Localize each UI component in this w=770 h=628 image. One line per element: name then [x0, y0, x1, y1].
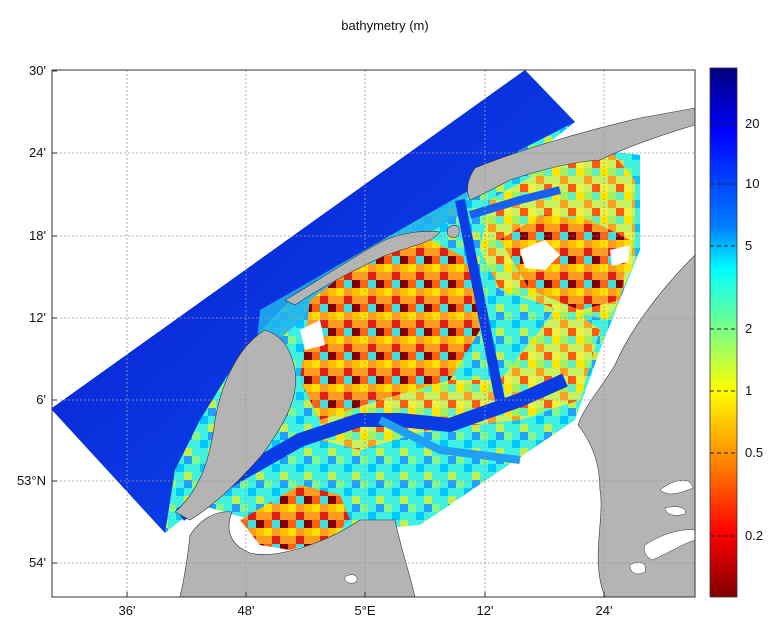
colorbar: [709, 67, 738, 598]
y-tick-label: 54': [29, 555, 46, 570]
y-tick-label: 12': [29, 310, 46, 325]
x-tick-label: 24': [595, 603, 613, 618]
vlie-channel: [455, 199, 505, 401]
land-texel: [174, 329, 297, 521]
colorbar-tick-label: 2: [745, 321, 753, 336]
land-terschelling: [467, 107, 695, 201]
y-tick-label: 6': [36, 392, 46, 407]
x-tick-label: 48': [237, 603, 255, 618]
colorbar-tick-label: 0.2: [745, 528, 764, 543]
land-friesland: [577, 254, 695, 597]
y-tick-label: 53°N: [16, 473, 46, 488]
x-tick-label: 5°E: [354, 603, 376, 618]
north-sea-deep-band: [52, 70, 575, 533]
gridlines: [52, 70, 695, 597]
land-vlieland: [284, 230, 441, 306]
x-tick-label: 12': [476, 603, 494, 618]
colorbar-tick-label: 0.5: [745, 445, 764, 460]
western-flats: [300, 240, 480, 420]
y-tick-label: 30': [29, 63, 46, 78]
eastern-flats: [500, 215, 630, 310]
x-tick-label: 36': [118, 603, 136, 618]
y-tick-label: 24': [29, 145, 46, 160]
colorbar-tick-label: 20: [745, 116, 760, 131]
chart-title: bathymetry (m): [341, 18, 429, 33]
colorbar-tick-label: 10: [745, 176, 760, 191]
southern-flats: [240, 485, 350, 550]
y-tick-label: 18': [29, 228, 46, 243]
colorbar-tick-label: 5: [745, 238, 753, 253]
central-flats: [320, 300, 600, 450]
colorbar-tick-label: 1: [745, 383, 753, 398]
